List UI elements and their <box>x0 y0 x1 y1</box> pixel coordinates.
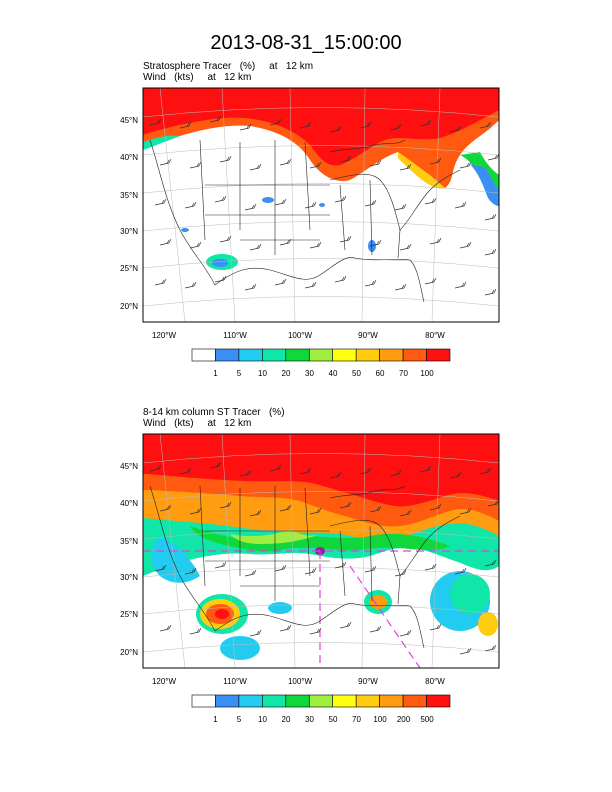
colorbar-swatch <box>238 694 263 708</box>
lat-label: 25°N <box>120 264 138 273</box>
colorbar-label: 1 <box>213 369 218 378</box>
colorbar-label: 100 <box>420 369 434 378</box>
colorbar-swatch <box>402 694 427 708</box>
colorbar-label: 40 <box>329 369 338 378</box>
lon-label: 110°W <box>223 331 247 340</box>
lat-label: 20°N <box>120 302 138 311</box>
lon-label: 110°W <box>223 677 247 686</box>
panel2-map-content <box>143 434 499 668</box>
lat-label: 45°N <box>120 462 138 471</box>
colorbar-swatch <box>332 694 357 708</box>
panel2-lat-labels: 45°N 40°N 35°N 30°N 25°N 20°N <box>120 462 138 657</box>
colorbar-label: 70 <box>399 369 408 378</box>
lat-label: 35°N <box>120 191 138 200</box>
panel1-lon-labels: 120°W 110°W 100°W 90°W 80°W <box>152 331 445 340</box>
panel2-title-line2: Wind (kts) at 12 km <box>143 418 252 429</box>
colorbar-swatch <box>238 348 263 362</box>
colorbar-label: 10 <box>258 369 267 378</box>
lat-label: 30°N <box>120 227 138 236</box>
colorbar-swatch <box>215 348 240 362</box>
panel2-colorbar-labels: 1 5 10 20 30 50 70 100 200 500 <box>213 715 434 724</box>
colorbar-label: 50 <box>329 715 338 724</box>
panel1-map-content <box>143 88 499 322</box>
colorbar-swatch <box>191 348 216 362</box>
panel2-map-figure: 45°N 40°N 35°N 30°N 25°N 20°N 120°W 110°… <box>120 433 500 724</box>
colorbar-label: 10 <box>258 715 267 724</box>
colorbar-label: 200 <box>397 715 411 724</box>
colorbar-swatch <box>355 694 380 708</box>
lon-label: 80°W <box>425 677 445 686</box>
colorbar-swatch <box>426 694 451 708</box>
panel2-cross-section-lines <box>143 550 499 668</box>
colorbar-label: 30 <box>305 715 314 724</box>
colorbar-swatch <box>332 348 357 362</box>
colorbar-swatch <box>215 694 240 708</box>
panel2-lon-labels: 120°W 110°W 100°W 90°W 80°W <box>152 677 445 686</box>
panel1-boundaries <box>149 139 461 303</box>
panel2-boundaries <box>149 485 461 649</box>
lat-label: 30°N <box>120 573 138 582</box>
colorbar-label: 70 <box>352 715 361 724</box>
colorbar-label: 50 <box>352 369 361 378</box>
colorbar-swatch <box>379 348 404 362</box>
colorbar-swatch <box>426 348 451 362</box>
panel1-map-figure: 45°N 40°N 35°N 30°N 25°N 20°N 120°W 110°… <box>120 87 500 378</box>
colorbar-swatch <box>308 694 334 708</box>
panel1-colorbar <box>191 348 451 362</box>
colorbar-swatch <box>285 348 310 362</box>
colorbar-swatch <box>402 348 427 362</box>
panel1-colorbar-labels: 1 5 10 20 30 40 50 60 70 100 <box>213 369 434 378</box>
colorbar-swatch <box>285 694 310 708</box>
lon-label: 90°W <box>358 331 378 340</box>
colorbar-label: 30 <box>305 369 314 378</box>
colorbar-swatch <box>262 694 287 708</box>
panel1-title-line2: Wind (kts) at 12 km <box>143 72 252 83</box>
colorbar-label: 20 <box>282 369 291 378</box>
colorbar-label: 100 <box>373 715 387 724</box>
lat-label: 35°N <box>120 537 138 546</box>
lat-label: 40°N <box>120 153 138 162</box>
panel2-title-line1: 8-14 km column ST Tracer (%) <box>143 407 285 418</box>
colorbar-label: 500 <box>420 715 434 724</box>
colorbar-swatch <box>379 694 404 708</box>
lon-label: 100°W <box>288 677 313 686</box>
colorbar-label: 20 <box>282 715 291 724</box>
lat-label: 20°N <box>120 648 138 657</box>
panel2-map-frame <box>142 433 500 669</box>
colorbar-label: 1 <box>213 715 218 724</box>
colorbar-swatch <box>262 348 287 362</box>
panel2-colorbar <box>191 694 451 708</box>
page-title: 2013-08-31_15:00:00 <box>210 32 402 54</box>
panel1-title-line1: Stratosphere Tracer (%) at 12 km <box>143 61 314 72</box>
colorbar-swatch <box>308 348 334 362</box>
colorbar-swatch <box>355 348 380 362</box>
lat-label: 40°N <box>120 499 138 508</box>
colorbar-swatch <box>191 694 216 708</box>
lon-label: 80°W <box>425 331 445 340</box>
lon-label: 90°W <box>358 677 378 686</box>
lon-label: 120°W <box>152 677 177 686</box>
lon-label: 100°W <box>288 331 313 340</box>
colorbar-label: 5 <box>237 715 242 724</box>
lat-label: 25°N <box>120 610 138 619</box>
panel1-lat-labels: 45°N 40°N 35°N 30°N 25°N 20°N <box>120 116 138 311</box>
lon-label: 120°W <box>152 331 177 340</box>
colorbar-label: 5 <box>237 369 242 378</box>
lat-label: 45°N <box>120 116 138 125</box>
colorbar-label: 60 <box>376 369 385 378</box>
panel1-map-frame <box>142 87 500 323</box>
